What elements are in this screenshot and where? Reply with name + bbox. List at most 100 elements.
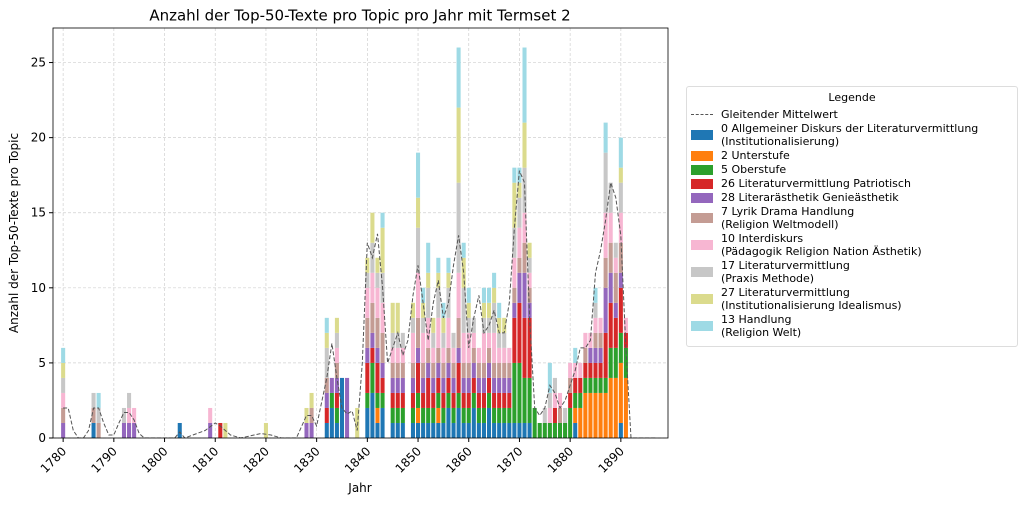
bar-segment: [573, 422, 578, 438]
legend-swatch: [691, 213, 713, 223]
bar-segment: [390, 407, 395, 423]
bar-segment: [400, 347, 405, 363]
bar-segment: [481, 392, 486, 408]
bar-segment: [492, 422, 497, 438]
bar-segment: [497, 332, 502, 348]
bar-segment: [416, 152, 421, 198]
bar-segment: [552, 392, 557, 408]
bar-segment: [507, 347, 512, 363]
bar-segment: [527, 317, 532, 378]
bar-segment: [588, 392, 593, 438]
bar-segment: [623, 377, 628, 438]
bar-segment: [380, 407, 385, 438]
legend-entry: 17 Literaturvermittlung (Praxis Methode): [691, 259, 1013, 285]
bar-segment: [421, 302, 426, 318]
bar-segment: [618, 332, 623, 363]
legend-title: Legende: [828, 91, 876, 104]
legend-label: 10 Interdiskurs (Pädagogik Religion Nati…: [721, 232, 922, 258]
plot-frame: [52, 27, 669, 439]
legend-label: 0 Allgemeiner Diskurs der Literaturvermi…: [721, 122, 979, 148]
bar-segment: [552, 377, 557, 393]
bar-segment: [583, 362, 588, 378]
bar-segment: [436, 377, 441, 393]
bar-segment: [517, 227, 522, 258]
legend-entry: 10 Interdiskurs (Pädagogik Religion Nati…: [691, 232, 1013, 258]
bar-segment: [441, 422, 446, 438]
bar-segment: [461, 377, 466, 393]
bar-segment: [304, 422, 309, 438]
bar-segment: [334, 362, 339, 378]
bar-segment: [471, 362, 476, 378]
bar-segment: [527, 422, 532, 438]
bar-segment: [416, 392, 421, 408]
bar-segment: [395, 347, 400, 363]
legend: Legende Gleitender Mittelwert 0 Allgemein…: [686, 86, 1018, 347]
legend-label: 28 Literarästhetik Genieästhetik: [721, 191, 899, 204]
bar-segment: [608, 212, 613, 243]
bar-segment: [486, 302, 492, 318]
bar-segment: [456, 107, 461, 183]
bar-segment: [512, 362, 517, 423]
bar-segment: [451, 422, 456, 438]
bar-segment: [466, 422, 471, 438]
bar-segment: [324, 317, 329, 333]
y-tick-label: 5: [38, 356, 46, 370]
bar-segment: [578, 392, 583, 408]
bar-segment: [497, 392, 502, 408]
bar-segment: [451, 407, 456, 423]
bar-segment: [380, 377, 385, 393]
bar-segment: [527, 287, 532, 303]
bar-segment: [618, 242, 623, 273]
bar-segment: [497, 317, 502, 333]
bar-segment: [421, 287, 426, 303]
bar-segment: [461, 362, 466, 378]
legend-swatch: [691, 150, 713, 161]
bar-segment: [416, 272, 421, 318]
bar-segment: [395, 302, 400, 333]
bar-segment: [512, 167, 517, 183]
bar-segment: [416, 422, 421, 438]
bar-segment: [608, 302, 613, 348]
bar-segment: [304, 407, 309, 423]
bar-segment: [502, 317, 507, 333]
legend-label: 26 Literaturvermittlung Patriotisch: [721, 177, 911, 190]
bar-segment: [446, 347, 451, 363]
bar-segment: [481, 332, 486, 363]
bar-segment: [334, 377, 339, 393]
x-tick-label: 1860: [443, 444, 474, 475]
x-tick-label: 1850: [393, 444, 424, 475]
bar-segment: [61, 407, 66, 423]
bar-segment: [486, 287, 492, 303]
bar-segment: [588, 377, 593, 393]
bar-segment: [512, 317, 517, 363]
bar-segment: [456, 347, 461, 363]
bar-segment: [608, 182, 613, 213]
bar-segment: [593, 377, 598, 393]
bar-segment: [461, 257, 466, 288]
bar-segment: [436, 422, 441, 438]
bar-segment: [603, 257, 608, 288]
bar-segment: [542, 422, 547, 438]
bar-segment: [492, 287, 497, 303]
bar-segment: [568, 362, 573, 378]
y-tick-label: 20: [31, 131, 46, 145]
bar-segment: [91, 422, 96, 438]
bar-segment: [375, 362, 380, 393]
bar-segment: [557, 422, 563, 438]
bar-segment: [603, 212, 608, 258]
bar-segment: [400, 392, 405, 408]
bar-segment: [492, 407, 497, 423]
legend-label: 17 Literaturvermittlung (Praxis Methode): [721, 259, 850, 285]
bar-segment: [522, 122, 527, 168]
bar-segment: [329, 392, 334, 408]
bar-segment: [400, 377, 405, 393]
bar-segment: [522, 242, 527, 273]
bar-segment: [603, 152, 608, 213]
y-axis-label: Anzahl der Top-50-Texte pro Topic: [7, 133, 21, 333]
bar-segment: [603, 332, 608, 378]
bar-segment: [441, 377, 446, 393]
bar-segment: [471, 332, 476, 348]
bar-segment: [451, 347, 456, 363]
bar-segment: [547, 392, 552, 408]
bar-segment: [410, 377, 416, 393]
